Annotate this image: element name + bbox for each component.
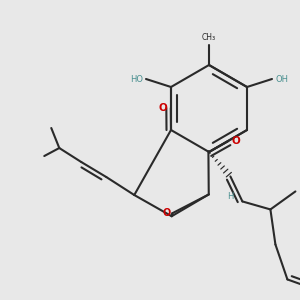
Text: OH: OH [275,74,288,83]
Text: H: H [227,192,234,201]
Text: O: O [162,208,170,218]
Text: O: O [158,103,167,113]
Text: CH₃: CH₃ [202,33,216,42]
Text: O: O [232,136,241,146]
Text: HO: HO [130,74,143,83]
